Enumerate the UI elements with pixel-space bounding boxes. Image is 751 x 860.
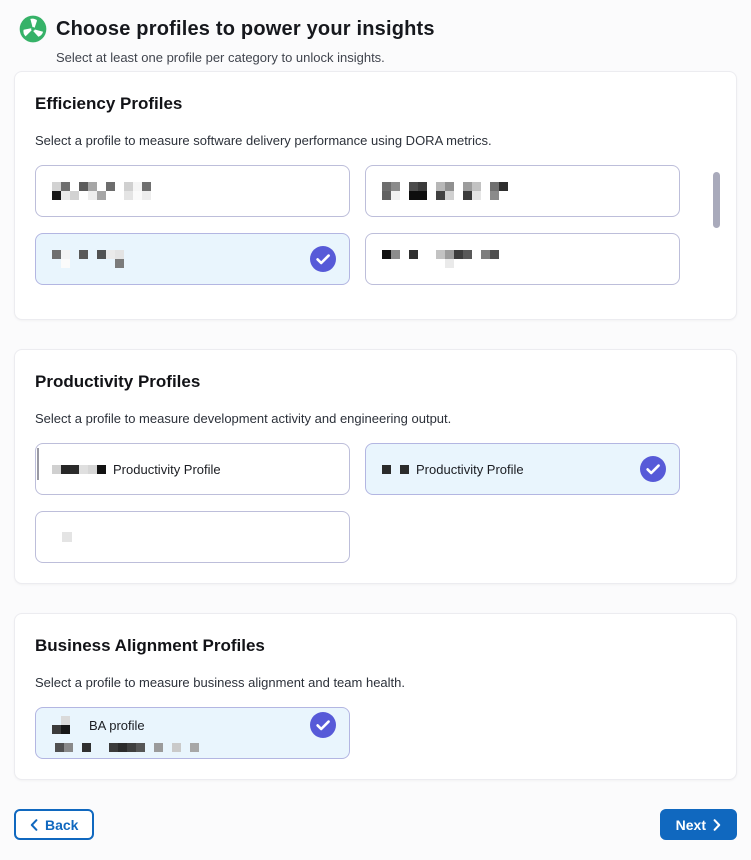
redacted-profile-name: [382, 182, 508, 200]
productivity-section-title: Productivity Profiles: [35, 372, 201, 391]
redacted-profile-name: [52, 182, 151, 200]
efficiency-section-title: Efficiency Profiles: [35, 94, 183, 113]
business-card-grid: BA profile: [35, 707, 716, 759]
redacted-profile-name-prefix: [52, 464, 106, 474]
productivity-section-description: Select a profile to measure development …: [35, 411, 452, 426]
productivity-profile-card-1[interactable]: Productivity Profile: [35, 443, 350, 495]
wizard-footer: Back Next: [14, 809, 737, 840]
app-logo-propeller-icon: [19, 15, 47, 43]
efficiency-section-description: Select a profile to measure software del…: [35, 133, 492, 148]
chevron-right-icon: [713, 818, 721, 831]
efficiency-profile-card-1[interactable]: [35, 165, 350, 217]
redacted-profile-name: [382, 250, 499, 268]
efficiency-profile-card-3-selected[interactable]: [35, 233, 350, 285]
next-button-label: Next: [675, 816, 706, 833]
business-alignment-profiles-panel: Business Alignment Profiles Select a pro…: [14, 613, 737, 780]
profile-card-label: Productivity Profile: [113, 461, 221, 477]
page-subtitle: Select at least one profile per category…: [56, 50, 385, 65]
efficiency-profile-card-2[interactable]: [365, 165, 680, 217]
productivity-card-grid: Productivity Profile Productivity Profil…: [35, 443, 716, 563]
business-section-title: Business Alignment Profiles: [35, 636, 265, 655]
redacted-profile-name: [62, 532, 72, 542]
back-button[interactable]: Back: [14, 809, 95, 840]
chevron-left-icon: [30, 818, 38, 831]
scrollbar-thumb[interactable]: [713, 172, 720, 228]
next-button[interactable]: Next: [659, 809, 737, 840]
redacted-profile-name-prefix: [382, 464, 409, 474]
productivity-profiles-panel: Productivity Profiles Select a profile t…: [14, 349, 737, 584]
selected-check-icon: [310, 712, 336, 738]
selected-check-icon: [640, 456, 666, 482]
efficiency-card-grid: [35, 165, 716, 285]
business-section-description: Select a profile to measure business ali…: [35, 675, 405, 690]
productivity-profile-card-2-selected[interactable]: Productivity Profile: [365, 443, 680, 495]
redacted-profile-subtitle: [55, 743, 336, 752]
productivity-profile-card-3[interactable]: [35, 511, 350, 563]
redaction-artifact: [37, 448, 39, 480]
redacted-profile-name-prefix: [52, 716, 79, 734]
page-header: Choose profiles to power your insights S…: [0, 0, 751, 71]
selected-check-icon: [310, 246, 336, 272]
profile-card-label: Productivity Profile: [416, 461, 524, 477]
back-button-label: Back: [45, 816, 79, 833]
redacted-profile-name: [52, 250, 124, 268]
page-title: Choose profiles to power your insights: [56, 17, 435, 40]
efficiency-profiles-panel: Efficiency Profiles Select a profile to …: [14, 71, 737, 320]
ba-profile-card-selected[interactable]: BA profile: [35, 707, 350, 759]
profile-card-label: BA profile: [89, 717, 145, 733]
efficiency-profile-card-4[interactable]: [365, 233, 680, 285]
